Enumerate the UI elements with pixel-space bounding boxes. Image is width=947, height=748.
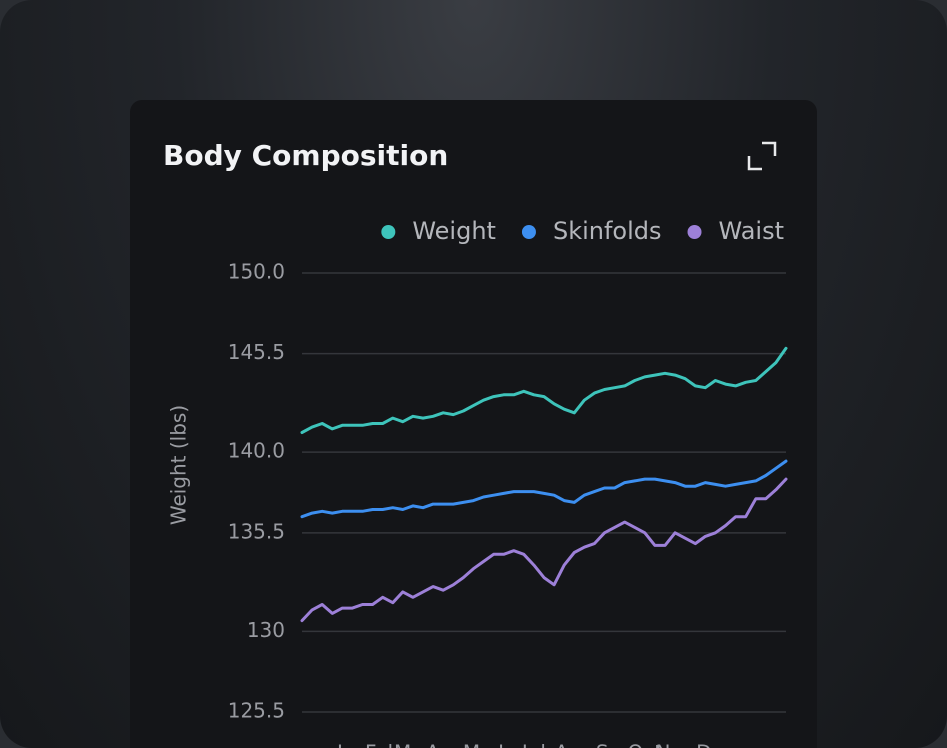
legend-swatch — [521, 225, 536, 239]
legend-swatch — [687, 225, 702, 239]
y-tick-label: 150.0 — [228, 260, 285, 284]
x-tick-label: Mar — [394, 741, 433, 748]
x-tick-label: Jun — [496, 741, 529, 748]
y-tick-label: 130 — [247, 618, 285, 642]
y-tick-label: 145.5 — [228, 340, 285, 364]
x-tick-label: May — [463, 741, 505, 748]
x-tick-label: Jul — [520, 741, 546, 748]
card-title: Body Composition — [163, 139, 448, 172]
chart-card — [130, 100, 817, 748]
y-tick-label: 125.5 — [228, 699, 285, 723]
series-line — [300, 477, 788, 623]
legend-label: Skinfolds — [553, 217, 662, 245]
series-line — [300, 346, 788, 434]
x-tick-label: Nov — [656, 741, 695, 748]
legend-label: Waist — [719, 217, 784, 245]
y-tick-label: 140.0 — [228, 439, 285, 463]
x-tick-label: Apr — [426, 741, 461, 748]
x-tick-label: Sep — [596, 741, 634, 748]
legend-label: Weight — [412, 217, 496, 245]
x-tick-label: Oct — [628, 741, 663, 748]
series-line — [300, 459, 788, 519]
x-tick-label: Aug — [555, 741, 594, 748]
x-tick-label: Jan — [335, 741, 368, 748]
legend-swatch — [381, 225, 396, 239]
expand-button[interactable] — [744, 139, 780, 173]
x-tick-label: Feb — [365, 741, 400, 748]
y-axis-title: Weight (lbs) — [167, 405, 191, 525]
y-tick-label: 135.5 — [228, 519, 285, 543]
x-tick-label: Dec — [696, 741, 735, 748]
